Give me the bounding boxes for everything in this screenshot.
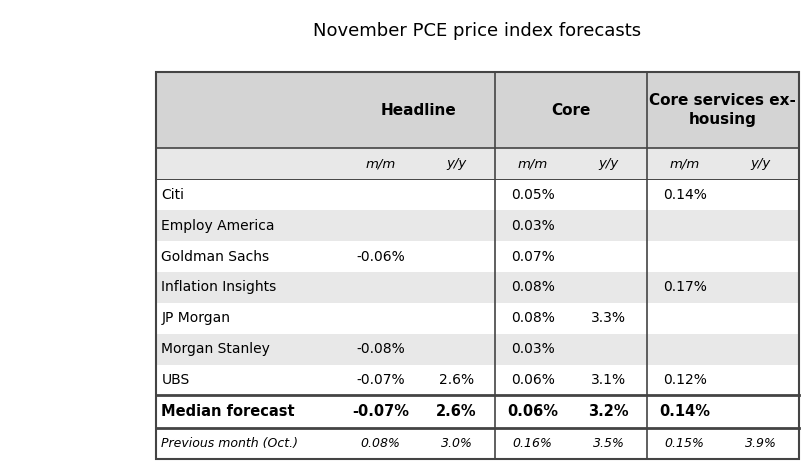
Bar [156, 149, 799, 179]
Bar [156, 303, 799, 334]
Text: Previous month (Oct.): Previous month (Oct.) [161, 437, 298, 450]
Text: Core: Core [551, 103, 590, 118]
Bar [156, 72, 799, 459]
Text: 3.9%: 3.9% [744, 437, 777, 450]
Text: -0.06%: -0.06% [356, 249, 405, 264]
Text: 3.1%: 3.1% [591, 373, 626, 387]
Text: 0.06%: 0.06% [507, 404, 558, 419]
Text: 0.08%: 0.08% [511, 281, 555, 295]
Text: 0.05%: 0.05% [511, 188, 555, 202]
Text: UBS: UBS [161, 373, 190, 387]
Text: 0.17%: 0.17% [663, 281, 706, 295]
Text: 0.12%: 0.12% [663, 373, 706, 387]
Text: 2.6%: 2.6% [439, 373, 474, 387]
Text: 3.5%: 3.5% [593, 437, 624, 450]
Text: 0.08%: 0.08% [360, 437, 401, 450]
Text: 0.08%: 0.08% [511, 311, 555, 325]
Text: y/y: y/y [599, 158, 619, 171]
Bar [156, 396, 799, 428]
Bar [156, 72, 799, 459]
Text: 0.06%: 0.06% [511, 373, 555, 387]
Text: -0.08%: -0.08% [356, 342, 405, 356]
Text: 3.2%: 3.2% [588, 404, 629, 419]
Text: Morgan Stanley: Morgan Stanley [161, 342, 270, 356]
Text: 0.14%: 0.14% [663, 188, 706, 202]
Bar [156, 179, 799, 210]
Bar [156, 334, 799, 364]
Bar [156, 428, 799, 459]
Text: 0.14%: 0.14% [659, 404, 710, 419]
Text: -0.07%: -0.07% [356, 373, 405, 387]
Text: 0.07%: 0.07% [511, 249, 555, 264]
Text: Median forecast: Median forecast [161, 404, 295, 419]
Text: Citi: Citi [161, 188, 184, 202]
Text: Core services ex-
housing: Core services ex- housing [650, 93, 796, 128]
Text: JP Morgan: JP Morgan [161, 311, 230, 325]
Text: 0.16%: 0.16% [513, 437, 552, 450]
Text: m/m: m/m [517, 158, 547, 171]
Text: 2.6%: 2.6% [436, 404, 477, 419]
Bar [156, 72, 799, 149]
Bar [156, 241, 799, 272]
Bar [156, 272, 799, 303]
Text: Employ America: Employ America [161, 219, 275, 233]
Text: 0.03%: 0.03% [511, 219, 555, 233]
Text: y/y: y/y [446, 158, 466, 171]
Text: Goldman Sachs: Goldman Sachs [161, 249, 269, 264]
Text: 3.0%: 3.0% [440, 437, 473, 450]
Bar [156, 210, 799, 241]
Bar [156, 364, 799, 396]
Text: m/m: m/m [365, 158, 396, 171]
Text: 0.03%: 0.03% [511, 342, 555, 356]
Text: y/y: y/y [751, 158, 771, 171]
Text: -0.07%: -0.07% [352, 404, 409, 419]
Text: Inflation Insights: Inflation Insights [161, 281, 277, 295]
Text: m/m: m/m [670, 158, 700, 171]
Text: Headline: Headline [380, 103, 457, 118]
Text: 0.15%: 0.15% [665, 437, 705, 450]
Text: 3.3%: 3.3% [591, 311, 626, 325]
Text: November PCE price index forecasts: November PCE price index forecasts [313, 21, 642, 40]
